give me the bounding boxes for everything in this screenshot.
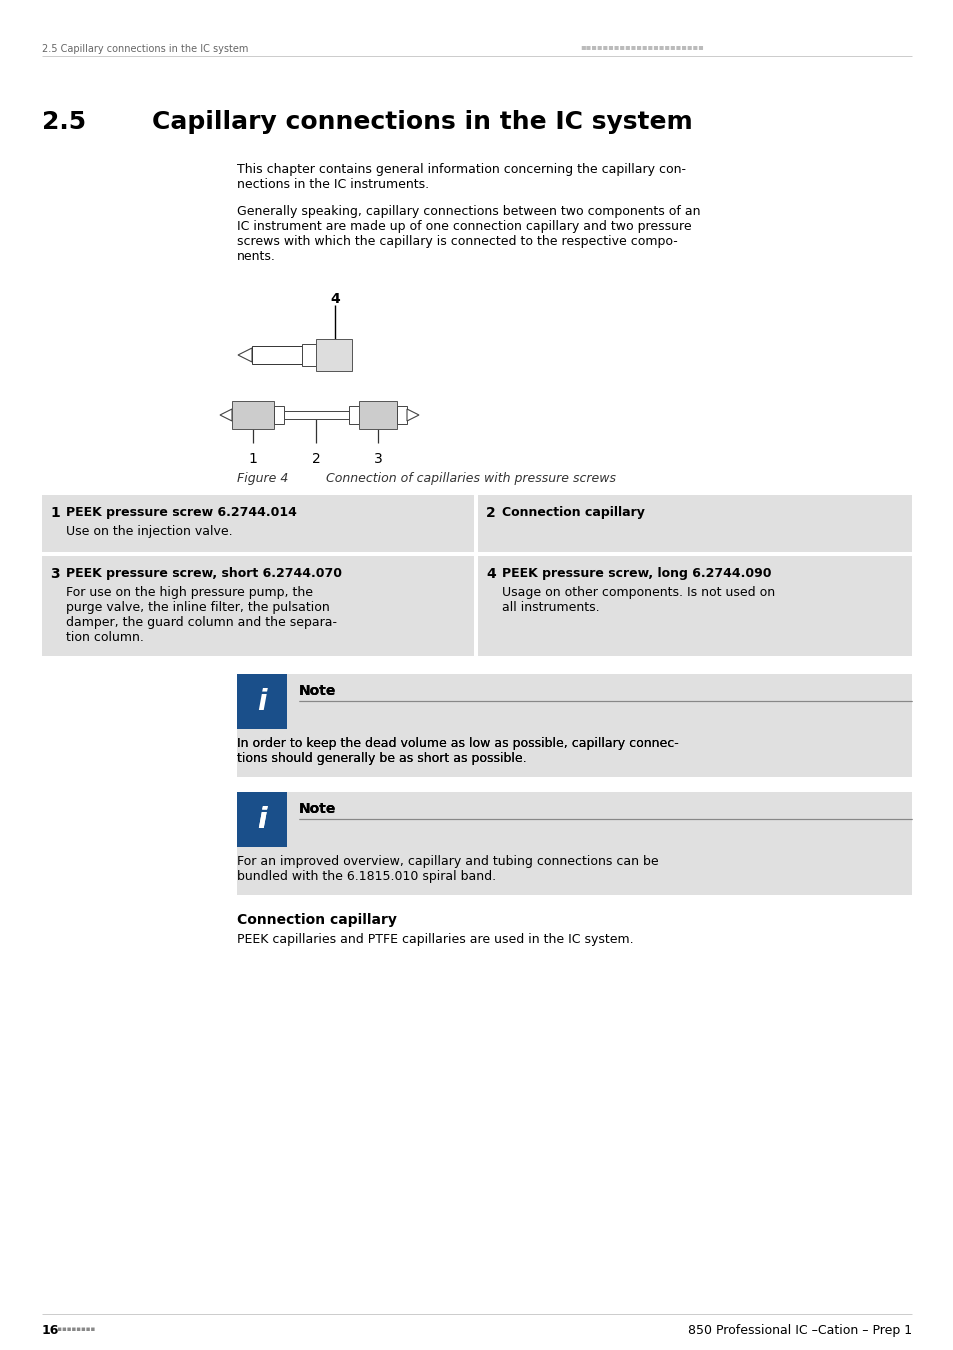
Text: 2.5: 2.5 xyxy=(42,109,86,134)
Bar xyxy=(232,401,274,429)
Text: This chapter contains general information concerning the capillary con-
nections: This chapter contains general informatio… xyxy=(236,163,685,190)
Text: PEEK pressure screw 6.2744.014: PEEK pressure screw 6.2744.014 xyxy=(66,506,296,518)
Text: Connection capillary: Connection capillary xyxy=(236,913,396,927)
Text: In order to keep the dead volume as low as possible, capillary connec-
tions sho: In order to keep the dead volume as low … xyxy=(236,737,678,765)
Polygon shape xyxy=(237,348,252,362)
Bar xyxy=(42,556,474,656)
Bar xyxy=(349,406,358,424)
Text: 2.5 Capillary connections in the IC system: 2.5 Capillary connections in the IC syst… xyxy=(42,45,248,54)
Text: 4: 4 xyxy=(485,567,496,580)
Text: Connection of capillaries with pressure screws: Connection of capillaries with pressure … xyxy=(314,472,616,485)
Text: 3: 3 xyxy=(374,452,382,466)
Bar xyxy=(396,406,407,424)
Text: 3: 3 xyxy=(50,567,59,580)
Bar xyxy=(236,792,287,846)
Text: 2: 2 xyxy=(312,452,320,466)
Bar xyxy=(236,674,911,729)
Text: Figure 4: Figure 4 xyxy=(236,472,288,485)
Text: Capillary connections in the IC system: Capillary connections in the IC system xyxy=(152,109,692,134)
Text: 1: 1 xyxy=(50,506,60,520)
Text: 4: 4 xyxy=(330,292,339,306)
Text: Connection capillary: Connection capillary xyxy=(501,506,644,518)
Bar xyxy=(236,674,287,729)
Bar xyxy=(236,792,287,846)
Text: Use on the injection valve.: Use on the injection valve. xyxy=(66,525,233,539)
Text: Note: Note xyxy=(298,684,336,698)
Text: 850 Professional IC –Cation – Prep 1: 850 Professional IC –Cation – Prep 1 xyxy=(687,1324,911,1336)
Text: Note: Note xyxy=(298,802,336,815)
Text: i: i xyxy=(257,687,267,716)
Bar xyxy=(358,401,396,429)
Text: i: i xyxy=(257,687,267,716)
Bar xyxy=(236,674,911,778)
Text: ▪▪▪▪▪▪▪▪: ▪▪▪▪▪▪▪▪ xyxy=(55,1326,95,1332)
Text: 2: 2 xyxy=(485,506,496,520)
Text: PEEK pressure screw, short 6.2744.070: PEEK pressure screw, short 6.2744.070 xyxy=(66,567,341,580)
Bar xyxy=(236,674,287,729)
Polygon shape xyxy=(220,409,232,421)
Bar xyxy=(252,346,302,365)
Text: Usage on other components. Is not used on
all instruments.: Usage on other components. Is not used o… xyxy=(501,586,774,614)
Polygon shape xyxy=(407,409,418,421)
Bar xyxy=(274,406,284,424)
Bar xyxy=(477,495,911,552)
Text: Note: Note xyxy=(298,802,336,815)
Text: i: i xyxy=(257,806,267,833)
Text: PEEK pressure screw, long 6.2744.090: PEEK pressure screw, long 6.2744.090 xyxy=(501,567,771,580)
Text: Note: Note xyxy=(298,684,336,698)
Text: For an improved overview, capillary and tubing connections can be
bundled with t: For an improved overview, capillary and … xyxy=(236,855,658,883)
Text: ▪▪▪▪▪▪▪▪▪▪▪▪▪▪▪▪▪▪▪▪▪▪: ▪▪▪▪▪▪▪▪▪▪▪▪▪▪▪▪▪▪▪▪▪▪ xyxy=(579,42,703,51)
Text: 16: 16 xyxy=(42,1324,59,1336)
Bar xyxy=(315,339,352,371)
Text: For use on the high pressure pump, the
purge valve, the inline filter, the pulsa: For use on the high pressure pump, the p… xyxy=(66,586,336,644)
Bar xyxy=(284,410,349,418)
Text: Generally speaking, capillary connections between two components of an
IC instru: Generally speaking, capillary connection… xyxy=(236,205,700,263)
Text: PEEK capillaries and PTFE capillaries are used in the IC system.: PEEK capillaries and PTFE capillaries ar… xyxy=(236,933,633,946)
Bar xyxy=(302,344,315,366)
Text: i: i xyxy=(257,806,267,833)
Bar xyxy=(236,792,911,895)
Bar xyxy=(236,792,911,846)
Bar xyxy=(42,495,474,552)
Text: In order to keep the dead volume as low as possible, capillary connec-
tions sho: In order to keep the dead volume as low … xyxy=(236,737,678,765)
Text: 1: 1 xyxy=(249,452,257,466)
Bar xyxy=(477,556,911,656)
